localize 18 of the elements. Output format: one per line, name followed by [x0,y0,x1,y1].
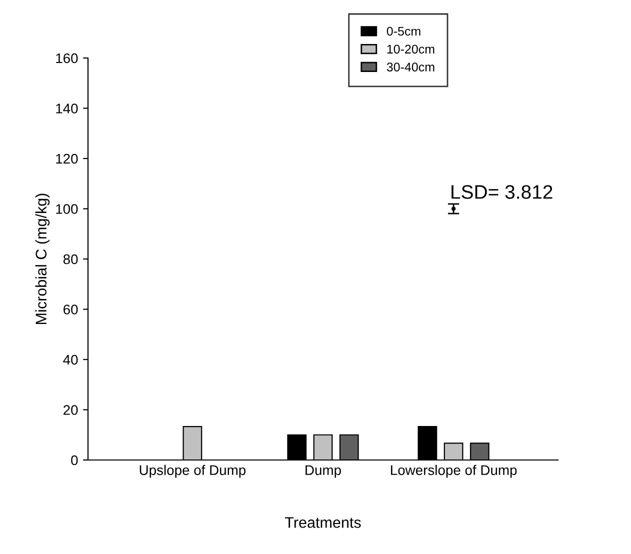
x-tick-label: Lowerslope of Dump [391,464,517,478]
y-axis-title: Microbial C (mg/kg) [35,194,50,324]
y-tick-label: 100 [56,204,78,214]
legend-label: 30-40cm [386,62,434,72]
y-tick-label: 0 [71,455,78,466]
x-tick-label: Upslope of Dump [140,464,246,478]
y-tick-label: 140 [56,104,78,114]
annotation: LSD= 3.812 [452,185,552,199]
y-tick-label: 20 [64,405,78,415]
y-tick-label: 80 [63,254,78,264]
x-axis-title: Treatments [285,517,361,528]
y-tick-label: 60 [64,304,78,314]
y-tick-label: 120 [56,154,78,164]
x-tick-label: Dump [306,465,341,478]
legend-label: 10-20cm [387,44,434,54]
y-tick-label: 40 [63,354,78,365]
legend-label: 0-5cm [386,26,420,36]
y-tick-label: 160 [56,53,78,64]
